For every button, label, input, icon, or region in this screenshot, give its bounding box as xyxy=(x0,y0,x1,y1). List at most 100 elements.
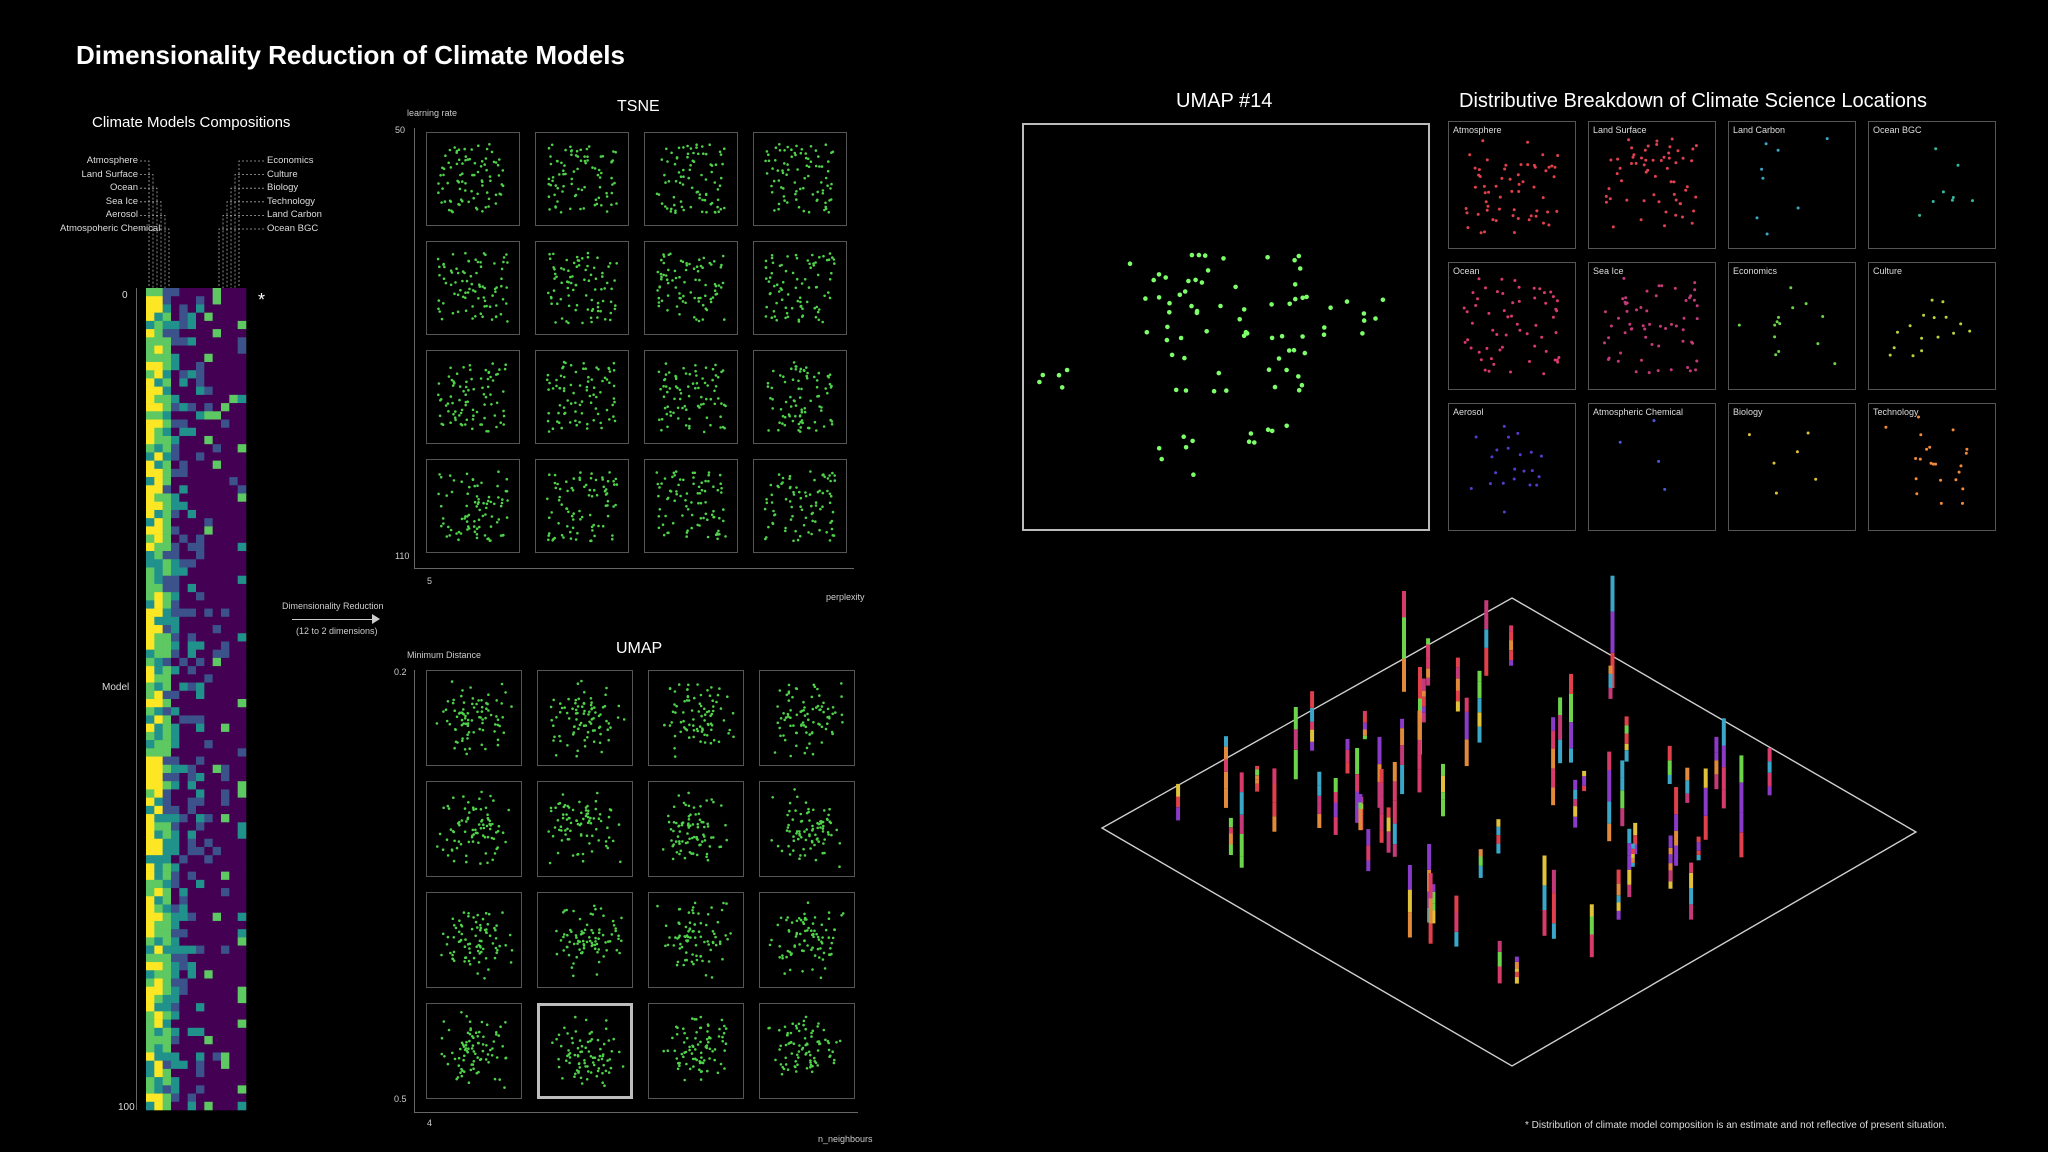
scatter-point xyxy=(687,930,690,933)
scatter-point xyxy=(765,305,768,309)
umap-panel[interactable] xyxy=(759,892,855,988)
breakdown-panel[interactable]: Sea Ice xyxy=(1588,262,1716,390)
tsne-panel[interactable] xyxy=(753,241,847,335)
tsne-panel[interactable] xyxy=(753,459,847,553)
scatter-point xyxy=(607,1039,611,1042)
scatter-point xyxy=(1177,292,1183,298)
iso-bar-segment xyxy=(1345,762,1350,774)
scatter-point xyxy=(500,682,504,686)
umap-panel[interactable] xyxy=(426,892,522,988)
umap-panel[interactable] xyxy=(759,1003,855,1099)
scatter-point xyxy=(768,292,772,296)
heatmap-cell xyxy=(146,1003,155,1012)
tsne-panel[interactable] xyxy=(535,132,629,226)
scatter-point xyxy=(790,505,793,509)
tsne-panel[interactable] xyxy=(644,350,738,444)
scatter-point xyxy=(803,751,807,755)
umap-panel[interactable] xyxy=(426,781,522,877)
iso-bar-segment xyxy=(1627,843,1632,856)
iso-bar xyxy=(1239,772,1244,868)
umap-panel[interactable] xyxy=(537,670,633,766)
breakdown-panel[interactable]: Aerosol xyxy=(1448,403,1576,531)
panel-scatter xyxy=(547,791,622,865)
scatter-point xyxy=(575,936,578,939)
umap-panel[interactable] xyxy=(426,670,522,766)
heatmap-cell xyxy=(162,534,172,544)
scatter-point xyxy=(457,148,461,151)
scatter-point xyxy=(706,518,709,521)
panel-scatter xyxy=(545,360,617,433)
scatter-point xyxy=(602,485,606,489)
scatter-point xyxy=(684,841,688,845)
scatter-point xyxy=(795,744,798,748)
umap-panel[interactable] xyxy=(648,781,744,877)
heatmap-cell xyxy=(171,1052,180,1061)
breakdown-panel[interactable]: Technology xyxy=(1868,403,1996,531)
heatmap-cell xyxy=(221,403,230,412)
umap-panel[interactable] xyxy=(537,781,633,877)
umap-panel[interactable] xyxy=(426,1003,522,1099)
tsne-panel[interactable] xyxy=(535,241,629,335)
tsne-panel[interactable] xyxy=(426,241,520,335)
scatter-point xyxy=(797,387,800,390)
tsne-panel[interactable] xyxy=(426,459,520,553)
umap-panel[interactable] xyxy=(648,1003,744,1099)
panel-scatter xyxy=(764,143,835,214)
breakdown-panel[interactable]: Economics xyxy=(1728,262,1856,390)
heatmap-cell xyxy=(237,1093,247,1103)
breakdown-panel[interactable]: Atmospheric Chemical xyxy=(1588,403,1716,531)
scatter-point xyxy=(1469,346,1473,350)
umap-panel[interactable] xyxy=(648,670,744,766)
breakdown-panel[interactable]: Atmosphere xyxy=(1448,121,1576,249)
tsne-panel[interactable] xyxy=(644,132,738,226)
breakdown-panel[interactable]: Land Surface xyxy=(1588,121,1716,249)
scatter-point xyxy=(787,823,790,827)
heatmap-cell xyxy=(162,337,172,346)
heatmap-cell xyxy=(154,1036,163,1045)
scatter-point xyxy=(807,718,810,721)
breakdown-panel[interactable]: Land Carbon xyxy=(1728,121,1856,249)
scatter-point xyxy=(687,683,690,687)
breakdown-panel[interactable]: Culture xyxy=(1868,262,1996,390)
tsne-panel[interactable] xyxy=(753,132,847,226)
scatter-point xyxy=(835,1041,838,1044)
umap-panel[interactable] xyxy=(537,892,633,988)
scatter-point xyxy=(799,820,803,823)
iso-bar-segment xyxy=(1431,903,1436,911)
tsne-panel[interactable] xyxy=(535,350,629,444)
breakdown-panel[interactable]: Ocean BGC xyxy=(1868,121,1996,249)
tsne-panel[interactable] xyxy=(753,350,847,444)
iso-bar-segment xyxy=(1514,961,1519,969)
scatter-point xyxy=(1555,358,1559,362)
scatter-point xyxy=(471,702,474,706)
scatter-point xyxy=(813,420,817,424)
scatter-point xyxy=(688,424,691,428)
heatmap-cell xyxy=(237,797,247,807)
breakdown-panel[interactable]: Biology xyxy=(1728,403,1856,531)
scatter-point xyxy=(478,285,482,288)
heatmap-cell xyxy=(237,838,247,848)
scatter-point xyxy=(1486,204,1490,208)
tsne-panel[interactable] xyxy=(535,459,629,553)
scatter-point xyxy=(463,807,467,810)
umap-panel[interactable] xyxy=(759,781,855,877)
scatter-point xyxy=(484,957,488,960)
tsne-panel[interactable] xyxy=(644,241,738,335)
scatter-point xyxy=(494,315,498,318)
scatter-point xyxy=(1473,166,1477,170)
tsne-panel[interactable] xyxy=(426,350,520,444)
heatmap-cell xyxy=(187,855,197,864)
scatter-point xyxy=(550,302,553,305)
umap-panel[interactable] xyxy=(537,1003,633,1099)
umap-panel[interactable] xyxy=(648,892,744,988)
heatmap-cell xyxy=(154,657,163,667)
scatter-point xyxy=(800,410,804,414)
breakdown-panel[interactable]: Ocean xyxy=(1448,262,1576,390)
scatter-point xyxy=(713,181,717,184)
tsne-panel[interactable] xyxy=(644,459,738,553)
tsne-panel[interactable] xyxy=(426,132,520,226)
scatter-point xyxy=(443,1055,446,1058)
heatmap-cell xyxy=(187,427,197,437)
heatmap-cell xyxy=(187,699,197,708)
umap-panel[interactable] xyxy=(759,670,855,766)
